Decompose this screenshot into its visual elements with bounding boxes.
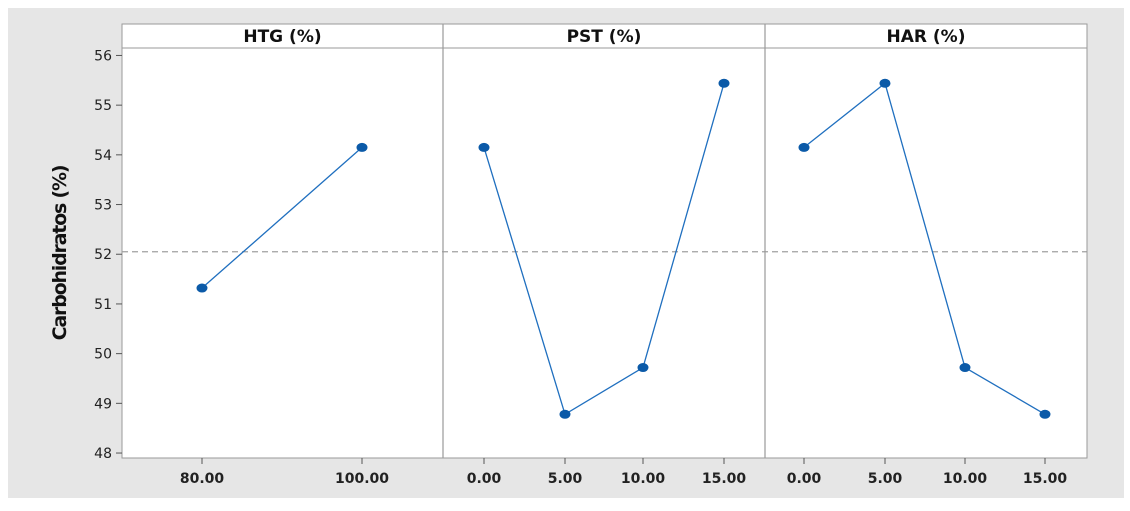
x-tick-label: 80.00 bbox=[180, 471, 225, 487]
y-tick-label: 48 bbox=[94, 446, 112, 462]
y-tick-label: 55 bbox=[94, 98, 112, 114]
panel-title: HTG (%) bbox=[243, 27, 321, 47]
y-axis-title: Carbohidratos (%) bbox=[49, 165, 71, 340]
y-tick-label: 49 bbox=[94, 396, 112, 412]
x-tick-label: 0.00 bbox=[467, 471, 502, 487]
x-tick-label: 10.00 bbox=[621, 471, 666, 487]
y-tick-label: 51 bbox=[94, 297, 112, 313]
x-tick-label: 100.00 bbox=[335, 471, 389, 487]
plot-area-border bbox=[121, 23, 1088, 459]
y-tick-label: 53 bbox=[94, 198, 112, 214]
y-tick-label: 56 bbox=[94, 48, 112, 64]
x-tick-label: 15.00 bbox=[702, 471, 747, 487]
panel-title: PST (%) bbox=[567, 27, 642, 47]
series-line bbox=[803, 82, 1046, 415]
x-tick-label: 5.00 bbox=[548, 471, 583, 487]
x-tick-label: 10.00 bbox=[943, 471, 988, 487]
series-line bbox=[483, 83, 725, 416]
data-point bbox=[478, 142, 490, 152]
y-tick-label: 50 bbox=[94, 347, 112, 363]
data-point bbox=[879, 78, 891, 88]
data-point bbox=[718, 78, 730, 88]
panel-title: HAR (%) bbox=[887, 27, 966, 47]
y-tick-label: 52 bbox=[94, 247, 112, 263]
x-tick-label: 5.00 bbox=[868, 471, 903, 487]
plot-area-background bbox=[122, 24, 1087, 458]
series-line bbox=[201, 146, 363, 289]
data-point bbox=[1039, 409, 1051, 419]
data-point bbox=[356, 142, 368, 152]
x-tick-label: 15.00 bbox=[1023, 471, 1068, 487]
data-point bbox=[798, 142, 810, 152]
x-tick-label: 0.00 bbox=[787, 471, 822, 487]
data-point bbox=[196, 283, 208, 293]
data-point bbox=[637, 363, 649, 373]
data-point bbox=[959, 363, 971, 373]
data-point bbox=[559, 409, 571, 419]
y-tick-label: 54 bbox=[94, 148, 112, 164]
